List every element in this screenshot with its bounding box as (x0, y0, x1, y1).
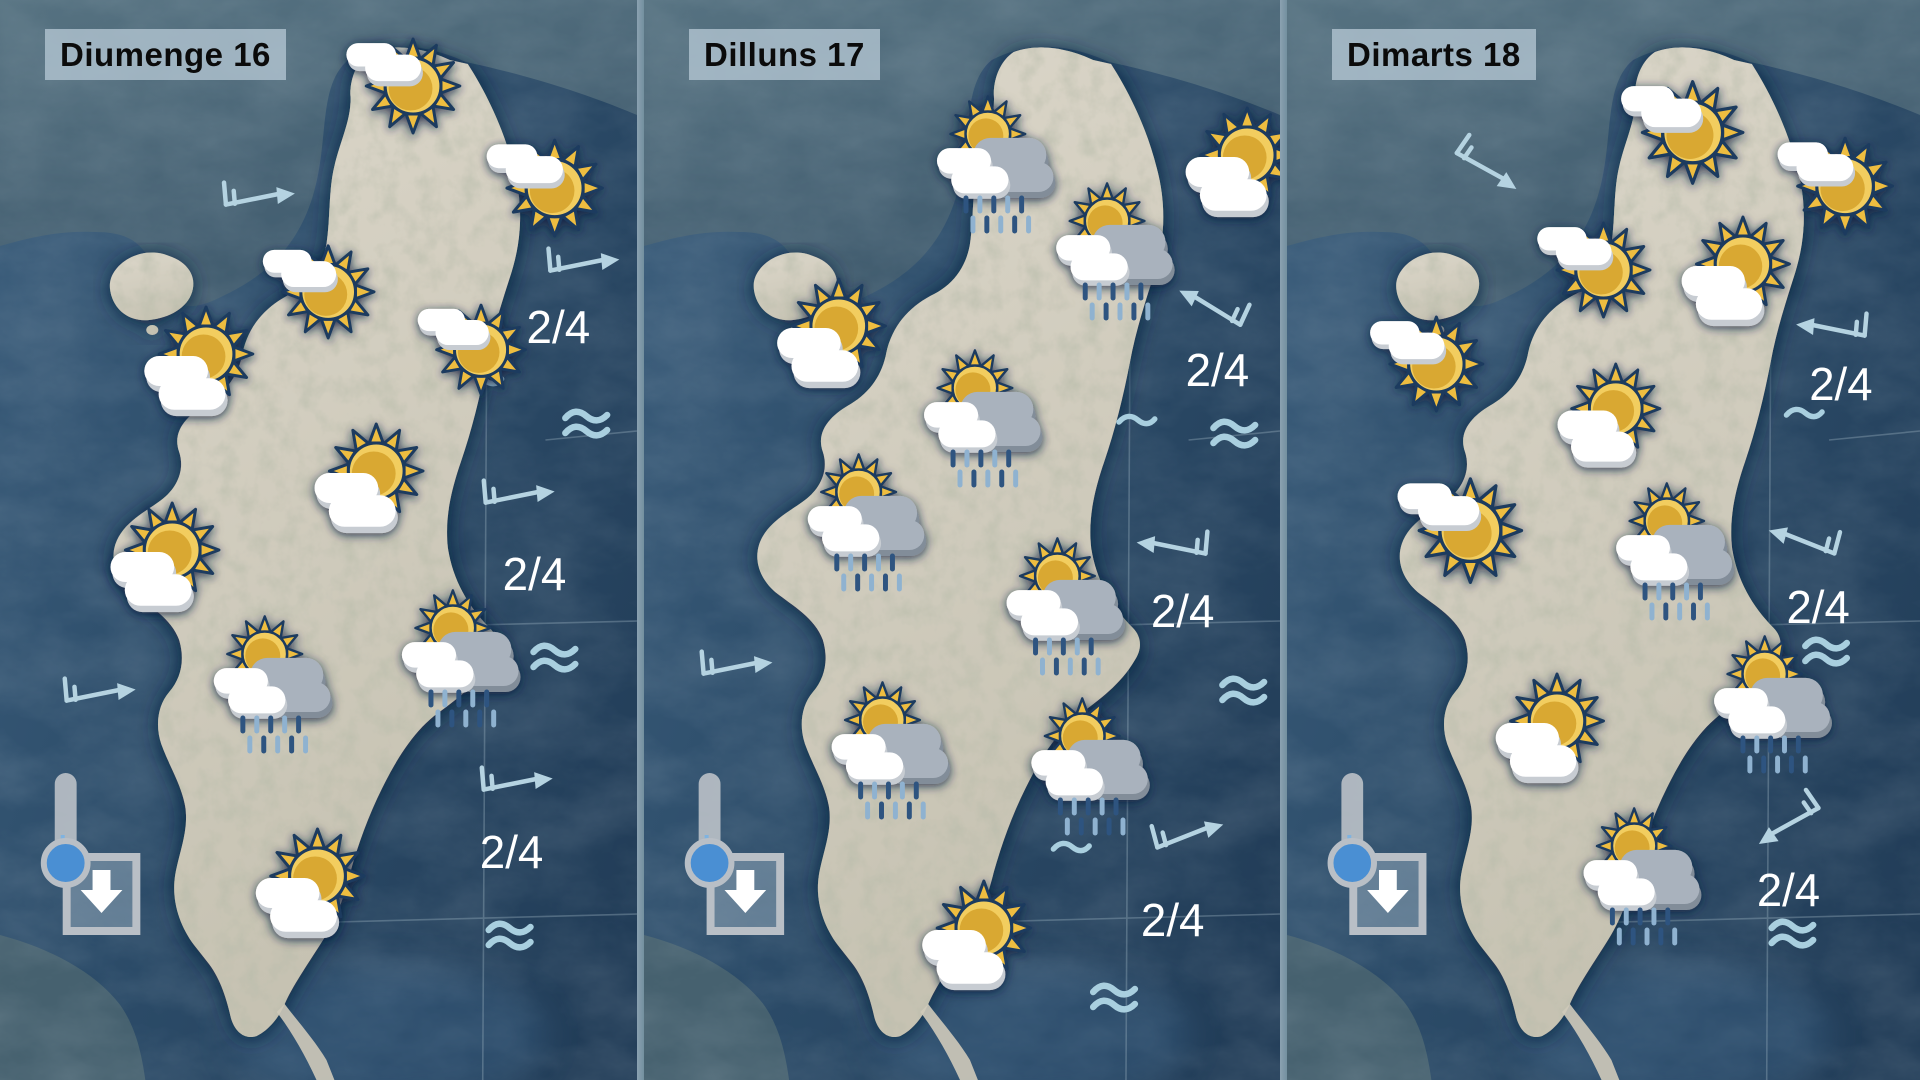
sea-state-label: 2/4 (527, 301, 591, 353)
weather-map: 2/4 2/4 2/4 (644, 0, 1280, 1080)
panel-title: Dilluns 17 (689, 29, 880, 80)
forecast-panel-2: 2/4 2/4 2/4 Dilluns 17 (644, 0, 1280, 1080)
weather-map: 2/4 2/4 2/4 (1287, 0, 1920, 1080)
weather-map: 2/4 2/4 2/4 (0, 0, 637, 1080)
sea-state-label: 2/4 (1757, 865, 1820, 916)
sea-state-label: 2/4 (1186, 344, 1250, 396)
panel-title: Diumenge 16 (45, 29, 286, 80)
sea-state-label: 2/4 (1151, 585, 1215, 637)
sea-state-label: 2/4 (1141, 894, 1205, 946)
panel-title: Dimarts 18 (1332, 29, 1536, 80)
sea-state-label: 2/4 (503, 548, 567, 600)
forecast-panel-1: 2/4 2/4 2/4 Diumenge 16 (0, 0, 637, 1080)
sea-state-label: 2/4 (480, 826, 544, 878)
panel-divider (1280, 0, 1287, 1080)
sea-state-label: 2/4 (1809, 359, 1872, 410)
sea-state-label: 2/4 (1787, 582, 1850, 633)
forecast-panel-3: 2/4 2/4 2/4 Dimarts 18 (1287, 0, 1920, 1080)
panel-divider (637, 0, 644, 1080)
